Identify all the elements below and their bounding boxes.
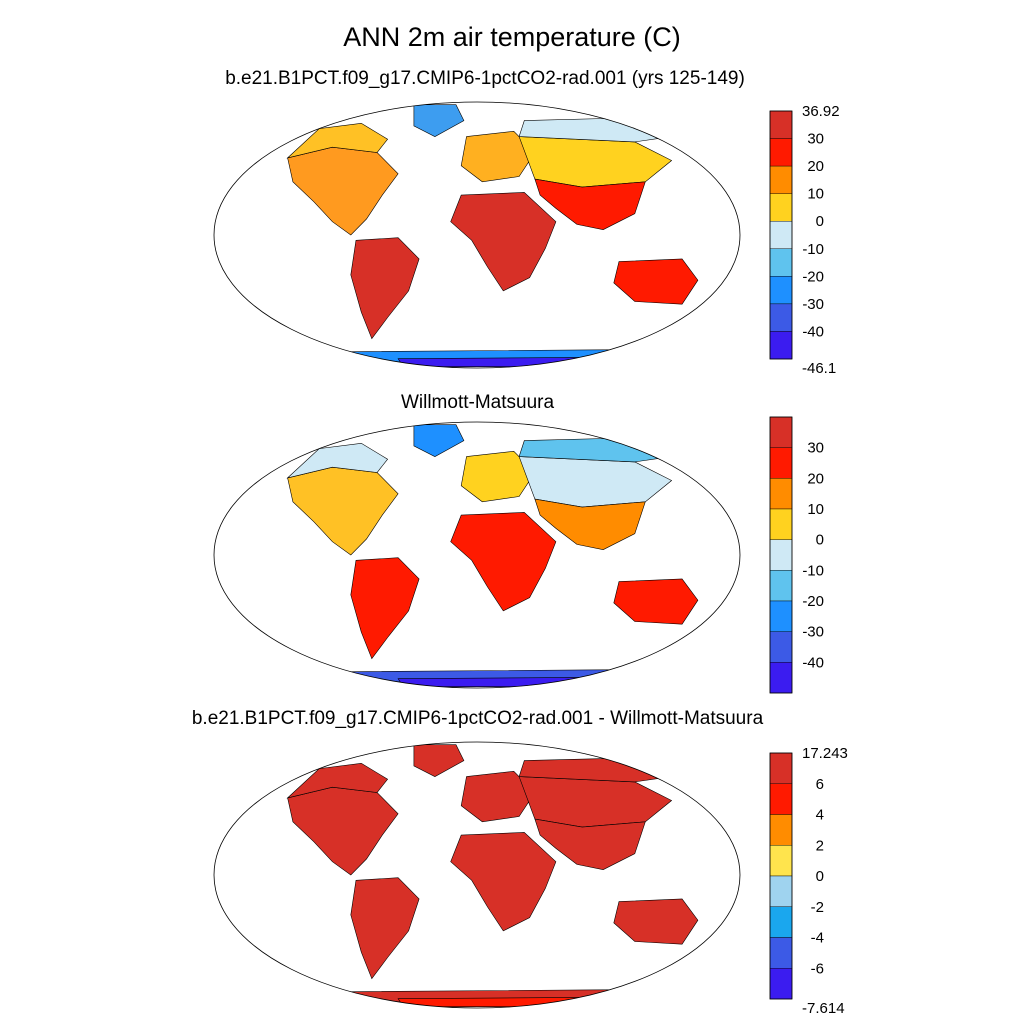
colorbar-swatch (769, 906, 793, 938)
colorbar-tick-label: 0 (816, 532, 824, 549)
region-europe (460, 770, 536, 823)
colorbar-tick-label: 30 (807, 131, 824, 148)
colorbar-swatch (769, 937, 793, 969)
region-australia (613, 898, 699, 945)
region-greenland (413, 744, 465, 777)
region-south-america (350, 877, 420, 980)
colorbar-tick-label: -6 (811, 960, 824, 977)
colorbar-swatch (769, 447, 793, 479)
colorbar-tick-label: -30 (802, 624, 824, 641)
region-australia (613, 578, 699, 625)
colorbar: 17.243 6 4 2 0 -2 -4 -6 -7.614 (769, 745, 848, 1017)
colorbar-tick-label: -10 (802, 241, 824, 258)
map-land (286, 104, 699, 368)
colorbar-tick-label: 30 (807, 440, 824, 457)
region-africa (450, 512, 557, 612)
colorbar-tick-label: 10 (807, 501, 824, 518)
region-asia-south (534, 818, 646, 871)
map-outline (213, 421, 741, 689)
colorbar-swatch (769, 600, 793, 632)
colorbar-frame (769, 416, 793, 694)
colorbar-swatch (769, 875, 793, 907)
colorbar-tick-label: -2 (811, 899, 824, 916)
colorbar-frame (769, 110, 793, 360)
colorbar-min-label: -7.614 (802, 1000, 845, 1017)
panel-2-title: Willmott-Matsuura (400, 392, 555, 413)
colorbar-swatch (769, 631, 793, 663)
panel-2: 30 20 10 0 -10 -20 -30 -40 (213, 416, 824, 694)
map-outline (213, 741, 741, 1009)
colorbar-tick-label: 6 (816, 776, 824, 793)
region-south-america (350, 557, 420, 660)
colorbar-swatch (769, 193, 793, 222)
colorbar-swatch (769, 138, 793, 167)
colorbar-max-label: 36.92 (802, 103, 840, 120)
panel-3-title: b.e21.B1PCT.f09_g17.CMIP6-1pctCO2-rad.00… (191, 708, 764, 729)
region-greenland (413, 104, 465, 137)
region-north-america (287, 466, 399, 556)
colorbar-tick-label: 10 (807, 186, 824, 203)
colorbar-tick-label: -40 (802, 323, 824, 340)
colorbar-tick-label: -10 (802, 562, 824, 579)
region-europe (460, 130, 536, 183)
colorbar-min-label: -46.1 (802, 360, 836, 377)
colorbar-tick-label: -20 (802, 593, 824, 610)
colorbar-tick-label: -40 (802, 654, 824, 671)
region-south-america (350, 237, 420, 340)
colorbar-tick-label: 4 (816, 807, 824, 824)
colorbar-max-label: 17.243 (802, 745, 848, 762)
colorbar-swatch (769, 110, 793, 139)
region-africa (450, 832, 557, 932)
map-land (286, 744, 699, 1008)
colorbar-swatch (769, 752, 793, 784)
colorbar-swatch (769, 783, 793, 815)
region-europe (460, 450, 536, 503)
panels-root: 36.923020100-10-20-30-40-46.13020100-10-… (213, 101, 848, 1017)
region-australia (613, 258, 699, 305)
map-land (286, 424, 699, 688)
colorbar-swatch (769, 276, 793, 305)
figure-title: ANN 2m air temperature (C) (343, 22, 681, 52)
colorbar-swatch (769, 248, 793, 277)
colorbar-swatch (769, 165, 793, 194)
region-siberia (518, 136, 673, 188)
colorbar-tick-label: 2 (816, 837, 824, 854)
region-africa (450, 192, 557, 292)
panel-3: 17.243 6 4 2 0 -2 -4 -6 -7.614 (213, 741, 848, 1017)
colorbar-swatch (769, 662, 793, 694)
panel-1: 36.92 30 20 10 0 -10 -20 -30 -40 -46.1 (213, 101, 840, 377)
region-siberia (518, 456, 673, 508)
colorbar: 36.92 30 20 10 0 -10 -20 -30 -40 -46.1 (769, 103, 840, 377)
colorbar-tick-label: -30 (802, 296, 824, 313)
colorbar-swatch (769, 416, 793, 448)
colorbar-swatch (769, 570, 793, 602)
region-north-america (287, 786, 399, 876)
colorbar-swatch (769, 221, 793, 249)
region-siberia (518, 776, 673, 828)
colorbar-swatch (769, 331, 793, 360)
colorbar-swatch (769, 508, 793, 540)
region-asia-south (534, 498, 646, 551)
region-north-america (287, 146, 399, 236)
colorbar-swatch (769, 814, 793, 846)
colorbar-swatch (769, 539, 793, 571)
colorbar-swatch (769, 303, 793, 332)
colorbar-swatch (769, 478, 793, 510)
region-greenland (413, 424, 465, 457)
colorbar-swatch (769, 968, 793, 1000)
colorbar-swatch (769, 845, 793, 877)
region-asia-south (534, 178, 646, 231)
map-outline (213, 101, 741, 369)
colorbar-tick-label: 0 (816, 868, 824, 885)
panel-1-title: b.e21.B1PCT.f09_g17.CMIP6-1pctCO2-rad.00… (225, 68, 745, 89)
colorbar-tick-label: 20 (807, 158, 824, 175)
colorbar: 30 20 10 0 -10 -20 -30 -40 (769, 416, 824, 694)
colorbar-tick-label: -20 (802, 268, 824, 285)
colorbar-tick-label: -4 (811, 930, 824, 947)
colorbar-tick-label: 0 (816, 213, 824, 230)
colorbar-tick-label: 20 (807, 470, 824, 487)
colorbar-frame (769, 752, 793, 1000)
